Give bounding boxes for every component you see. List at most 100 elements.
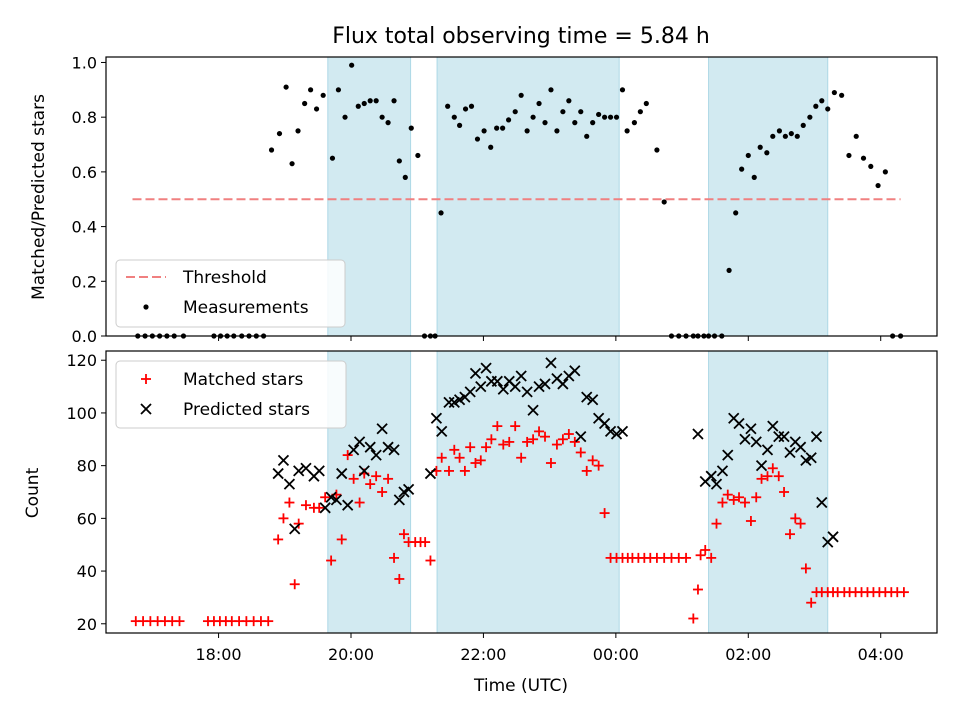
bottom-y-tick-label: 120 — [66, 351, 97, 370]
legend-measurements-swatch — [143, 304, 149, 310]
predicted-star-marker-b — [557, 378, 569, 390]
predicted-star-point — [358, 465, 370, 477]
matched-star-point — [336, 534, 347, 545]
measurement-point — [438, 210, 444, 216]
predicted-star-point — [515, 370, 527, 382]
measurement-point — [846, 152, 852, 159]
measurement-point — [500, 125, 506, 131]
top-shaded-interval-2 — [708, 56, 829, 337]
predicted-star-point — [739, 433, 751, 445]
predicted-star-point — [388, 444, 400, 456]
predicted-star-point — [491, 375, 503, 387]
measurement-point — [751, 174, 757, 180]
measurement-point — [560, 109, 566, 115]
matched-star-point — [692, 584, 703, 595]
predicted-star-marker-b — [598, 417, 611, 430]
measurement-point — [396, 158, 402, 164]
measurement-point — [379, 114, 385, 120]
bottom-legend: Matched stars Predicted stars — [115, 360, 347, 429]
measurement-point — [505, 117, 512, 123]
predicted-star-point — [778, 431, 790, 443]
top-y-tick-label: 0.0 — [72, 327, 97, 346]
matched-star-point — [354, 497, 365, 508]
measurement-point — [800, 122, 806, 128]
measurement-point — [391, 98, 397, 104]
top-axes-frame — [105, 56, 938, 337]
predicted-star-point — [827, 531, 839, 543]
predicted-star-marker-b — [705, 470, 717, 482]
predicted-star-point — [376, 423, 388, 435]
predicted-star-marker-b — [330, 494, 343, 506]
matched-star-point — [717, 497, 728, 508]
measurement-point — [456, 122, 463, 128]
predicted-star-point — [382, 441, 394, 453]
matched-star-point — [454, 452, 465, 463]
predicted-star-marker-b — [794, 441, 807, 453]
top-y-tick-label: 0.2 — [72, 272, 97, 291]
predicted-star-point — [616, 425, 629, 438]
measurement-point — [512, 109, 518, 115]
legend-predicted-label: Predicted stars — [183, 400, 310, 420]
predicted-star-marker-b — [509, 380, 521, 393]
predicted-star-point — [755, 460, 768, 472]
bottom-y-tick-label: 40 — [77, 562, 97, 581]
measurement-point — [276, 130, 283, 137]
matched-star-point — [785, 529, 796, 540]
predicted-star-point — [692, 428, 704, 440]
matched-star-point — [795, 518, 806, 529]
predicted-star-point — [767, 420, 779, 432]
matched-star-point — [443, 465, 454, 476]
legend-box — [115, 360, 347, 429]
top-shaded-interval-1 — [436, 56, 620, 337]
matched-star-point — [806, 597, 817, 608]
measurement-point — [733, 210, 739, 216]
predicted-star-point — [587, 394, 599, 406]
matched-star-point — [449, 444, 460, 455]
measurement-point — [385, 120, 391, 126]
predicted-star-marker-b — [283, 478, 296, 490]
matched-star-point — [289, 579, 300, 590]
predicted-star-point — [761, 444, 774, 456]
predicted-star-marker-b — [521, 386, 533, 398]
predicted-star-marker-b — [382, 441, 394, 453]
predicted-star-point — [272, 467, 284, 480]
predicted-star-marker-b — [587, 394, 599, 406]
measurement-point — [882, 169, 888, 175]
predicted-star-marker-b — [569, 365, 581, 377]
predicted-star-marker-b — [370, 449, 382, 461]
measurement-point — [566, 98, 572, 104]
bottom-axes-frame — [105, 350, 938, 634]
measurement-point — [488, 144, 494, 150]
predicted-star-point — [794, 441, 807, 453]
predicted-star-point — [509, 380, 521, 393]
predicted-star-marker-b — [545, 357, 557, 369]
measurement-point — [468, 103, 475, 109]
predicted-star-point — [436, 425, 448, 438]
matched-star-point — [540, 431, 551, 442]
predicted-star-point — [443, 396, 455, 409]
predicted-star-point — [545, 357, 557, 369]
predicted-star-marker-b — [593, 412, 605, 424]
measurement-point — [853, 133, 859, 139]
predicted-star-point — [784, 446, 796, 459]
measurement-point — [451, 114, 457, 120]
matched-star-point — [394, 573, 405, 584]
predicted-star-marker-b — [503, 375, 515, 387]
predicted-star-point — [464, 386, 476, 398]
measurement-point — [813, 103, 819, 109]
measurement-point — [637, 109, 643, 115]
measurement-point — [349, 62, 355, 68]
predicted-star-point — [810, 431, 823, 443]
predicted-star-marker-b — [527, 404, 539, 416]
predicted-star-marker-b — [358, 465, 370, 477]
measurement-point — [302, 100, 308, 107]
matched-star-point — [756, 473, 767, 484]
matched-star-point — [711, 518, 722, 529]
predicted-star-marker-b — [778, 431, 790, 443]
measurement-point — [572, 120, 578, 126]
matched-star-point — [365, 479, 376, 490]
measurement-point — [584, 133, 590, 139]
measurement-point — [825, 106, 831, 112]
matched-star-point — [470, 458, 481, 469]
predicted-star-point — [569, 365, 581, 377]
